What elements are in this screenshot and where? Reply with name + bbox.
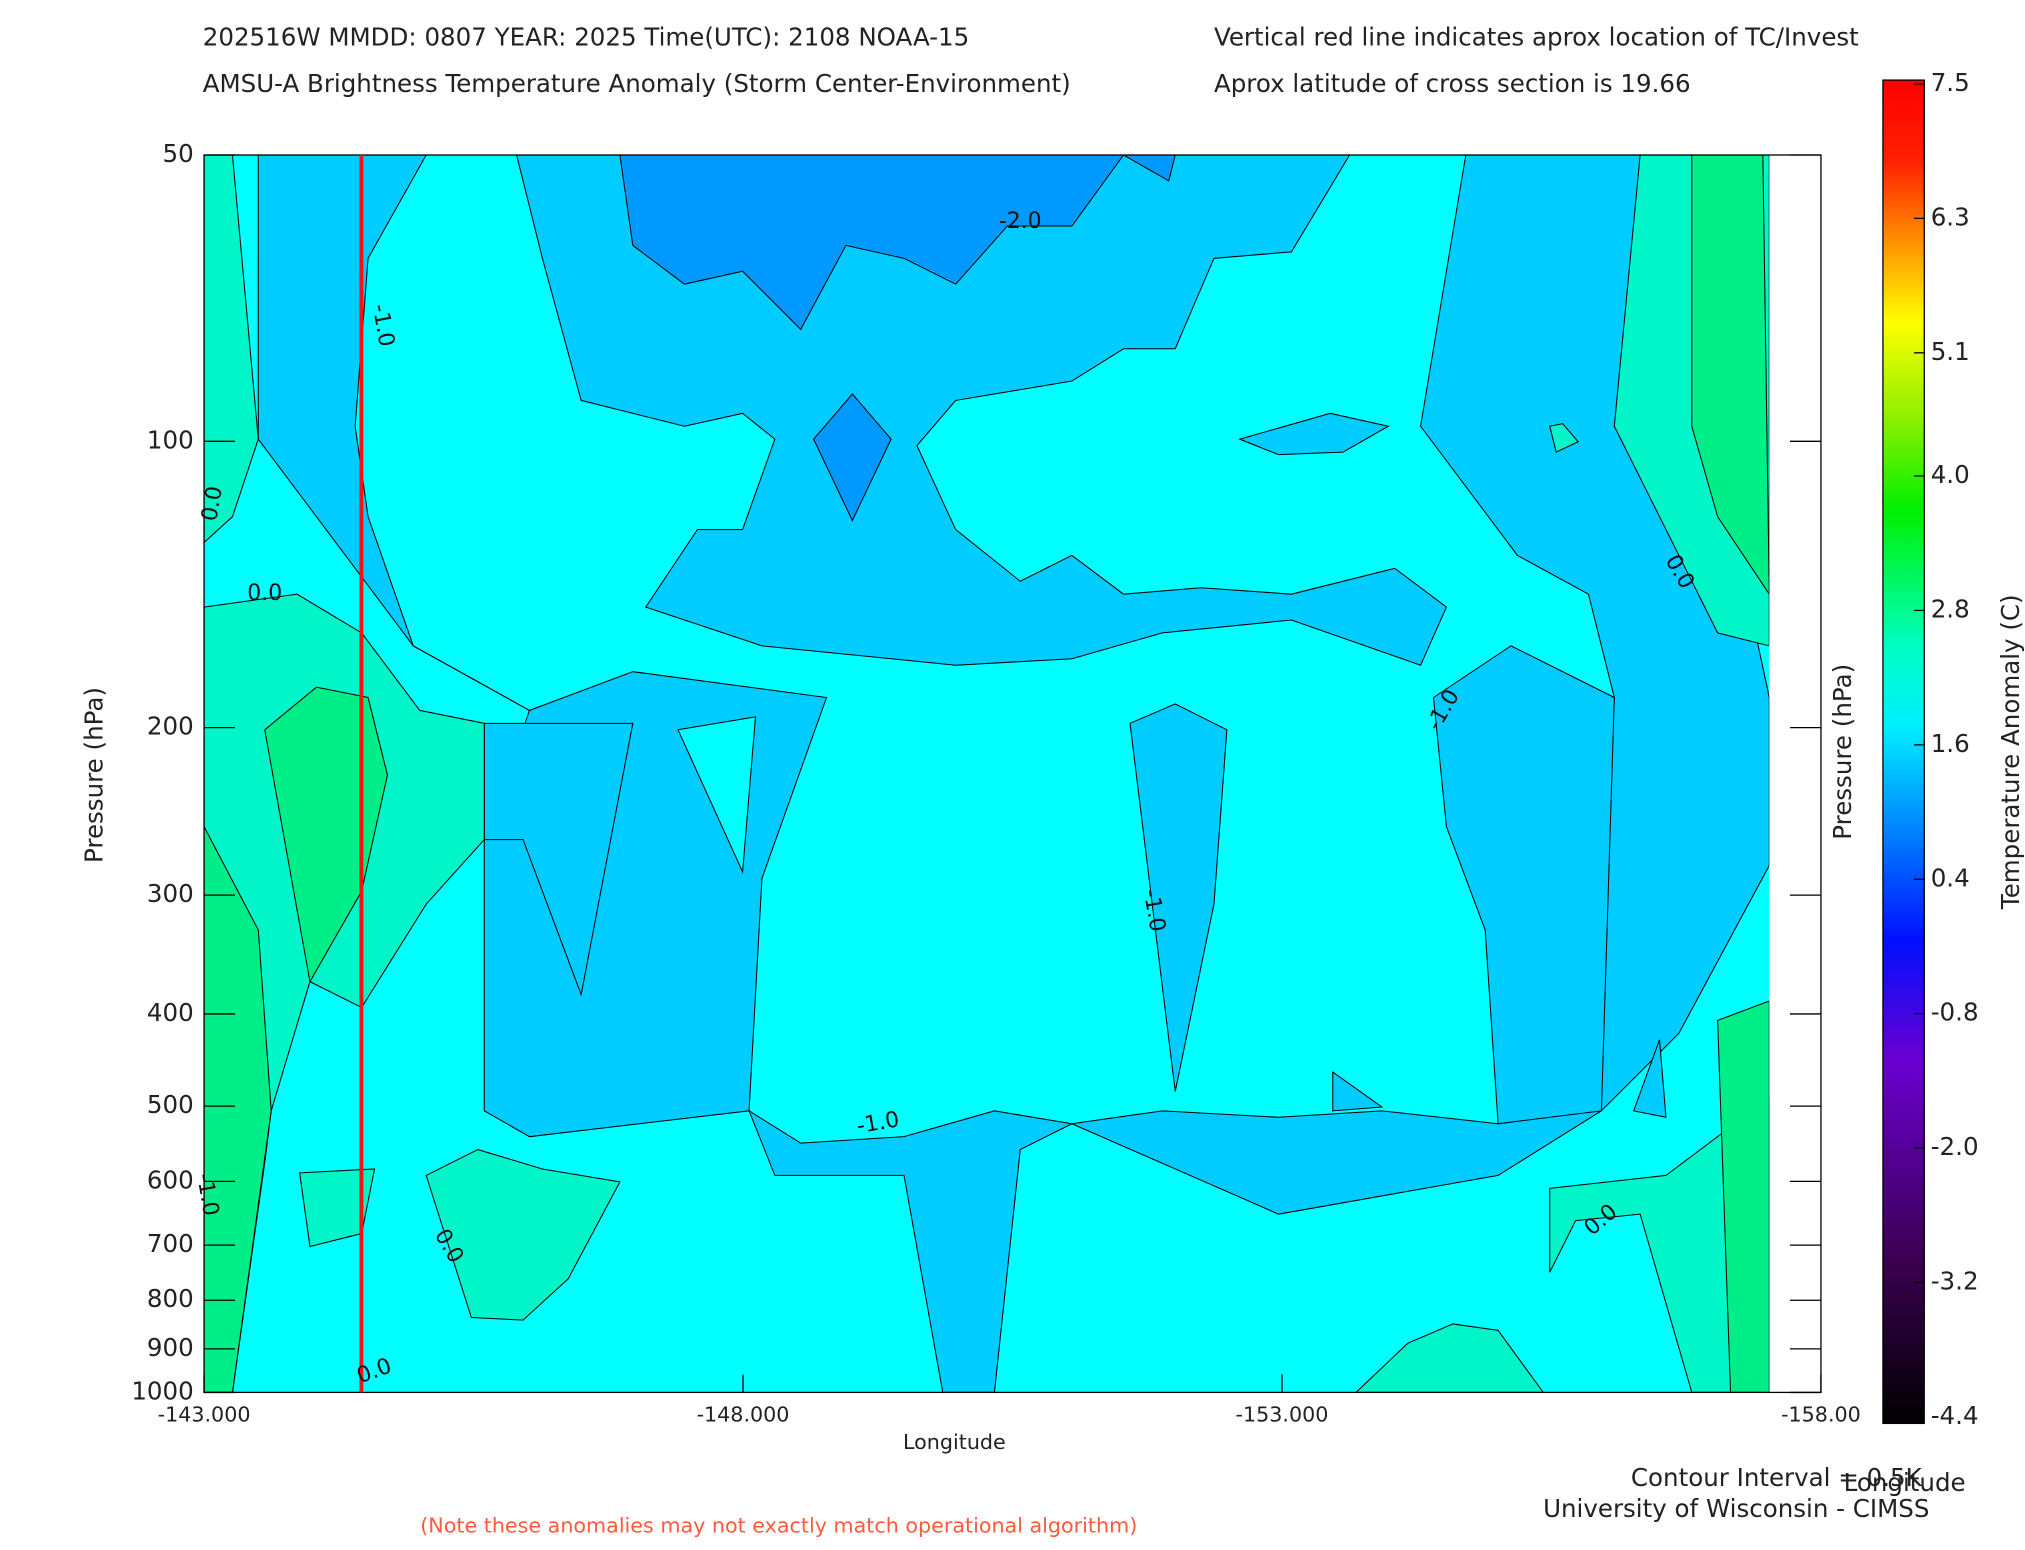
x-tick-label: -158.00: [1781, 1403, 1861, 1427]
y-tick-label: 500: [147, 1090, 194, 1119]
fill-region: [264, 686, 388, 984]
colorbar-tick-label: -0.8: [1931, 998, 1979, 1027]
fill-region: [1432, 645, 1615, 1125]
title: 202516W MMDD: 0807 YEAR: 2025 Time(UTC):…: [203, 23, 969, 52]
y-tick-label: 600: [147, 1165, 194, 1194]
fill-region: [1717, 1000, 1770, 1393]
x-tick-label: -153.000: [1236, 1403, 1329, 1427]
contour-label: 0.0: [247, 581, 282, 606]
colorbar-tick-label: 4.0: [1931, 460, 1970, 489]
fill-region: [1549, 1097, 1770, 1393]
subtitle: AMSU-A Brightness Temperature Anomaly (S…: [203, 69, 1071, 98]
fill-region: [425, 1149, 621, 1321]
fill-region: [1691, 155, 1770, 596]
note-right: Aprox latitude of cross section is 19.66: [1214, 69, 1691, 98]
note-right: Vertical red line indicates aprox locati…: [1214, 23, 1859, 52]
colorbar-tick-label: -2.0: [1931, 1132, 1979, 1161]
disclaimer: (Note these anomalies may not exactly ma…: [420, 1514, 1137, 1538]
colorbar-label: Temperature Anomaly (C): [1996, 594, 2025, 910]
y-tick-label: 800: [147, 1284, 194, 1313]
y2-axis-label: Pressure (hPa): [1828, 664, 1857, 840]
fill-region: [1332, 1071, 1384, 1112]
fill-region: [483, 722, 634, 997]
y-tick-label: 200: [147, 712, 194, 741]
y-tick-label: 1000: [131, 1376, 193, 1405]
fill-region: [204, 826, 272, 1393]
colorbar-tick-label: 2.8: [1931, 594, 1970, 623]
fill-region: [677, 716, 757, 874]
y-tick-label: 100: [147, 425, 194, 454]
fill-region: [354, 155, 1615, 1144]
y-tick-label: 50: [163, 139, 194, 168]
colorbar-tick-label: 1.6: [1931, 729, 1970, 758]
colorbar-tick-label: -4.4: [1931, 1401, 1979, 1430]
fill-region: [1129, 703, 1228, 1092]
colorbar: [1882, 79, 1925, 1425]
colorbar-tick-label: 0.4: [1931, 863, 1970, 892]
fill-region: [1238, 412, 1390, 456]
fill-region: [1549, 423, 1579, 453]
fill-region: [619, 155, 1176, 331]
colorbar-tick-label: 6.3: [1931, 202, 1970, 231]
x-axis-label: Longitude: [903, 1430, 1006, 1454]
corner-label: Longitude: [1844, 1468, 1966, 1497]
fill-region: [1355, 1323, 1544, 1393]
plot-frame: [203, 154, 1822, 1394]
colorbar-tick-label: 7.5: [1931, 68, 1970, 97]
contour-field: [204, 155, 1770, 1393]
y-tick-label: 400: [147, 998, 194, 1027]
credit: University of Wisconsin - CIMSS: [1543, 1494, 1929, 1523]
x-tick-label: -143.000: [158, 1403, 251, 1427]
y-axis-label: Pressure (hPa): [80, 687, 109, 863]
fill-region: [1632, 1039, 1667, 1118]
contour-interval: Contour Interval = 0.5K: [1631, 1463, 1923, 1492]
colorbar-tick-label: -3.2: [1931, 1267, 1979, 1296]
contour-label: -2.0: [999, 209, 1042, 234]
fill-region: [204, 155, 259, 544]
y-tick-label: 700: [147, 1229, 194, 1258]
contour-label: 0.0: [197, 484, 228, 523]
colorbar-tick-label: 5.1: [1931, 337, 1970, 366]
fill-region: [813, 393, 892, 522]
x-tick-label: -148.000: [697, 1403, 790, 1427]
y-tick-label: 300: [147, 879, 194, 908]
y-tick-label: 900: [147, 1333, 194, 1362]
